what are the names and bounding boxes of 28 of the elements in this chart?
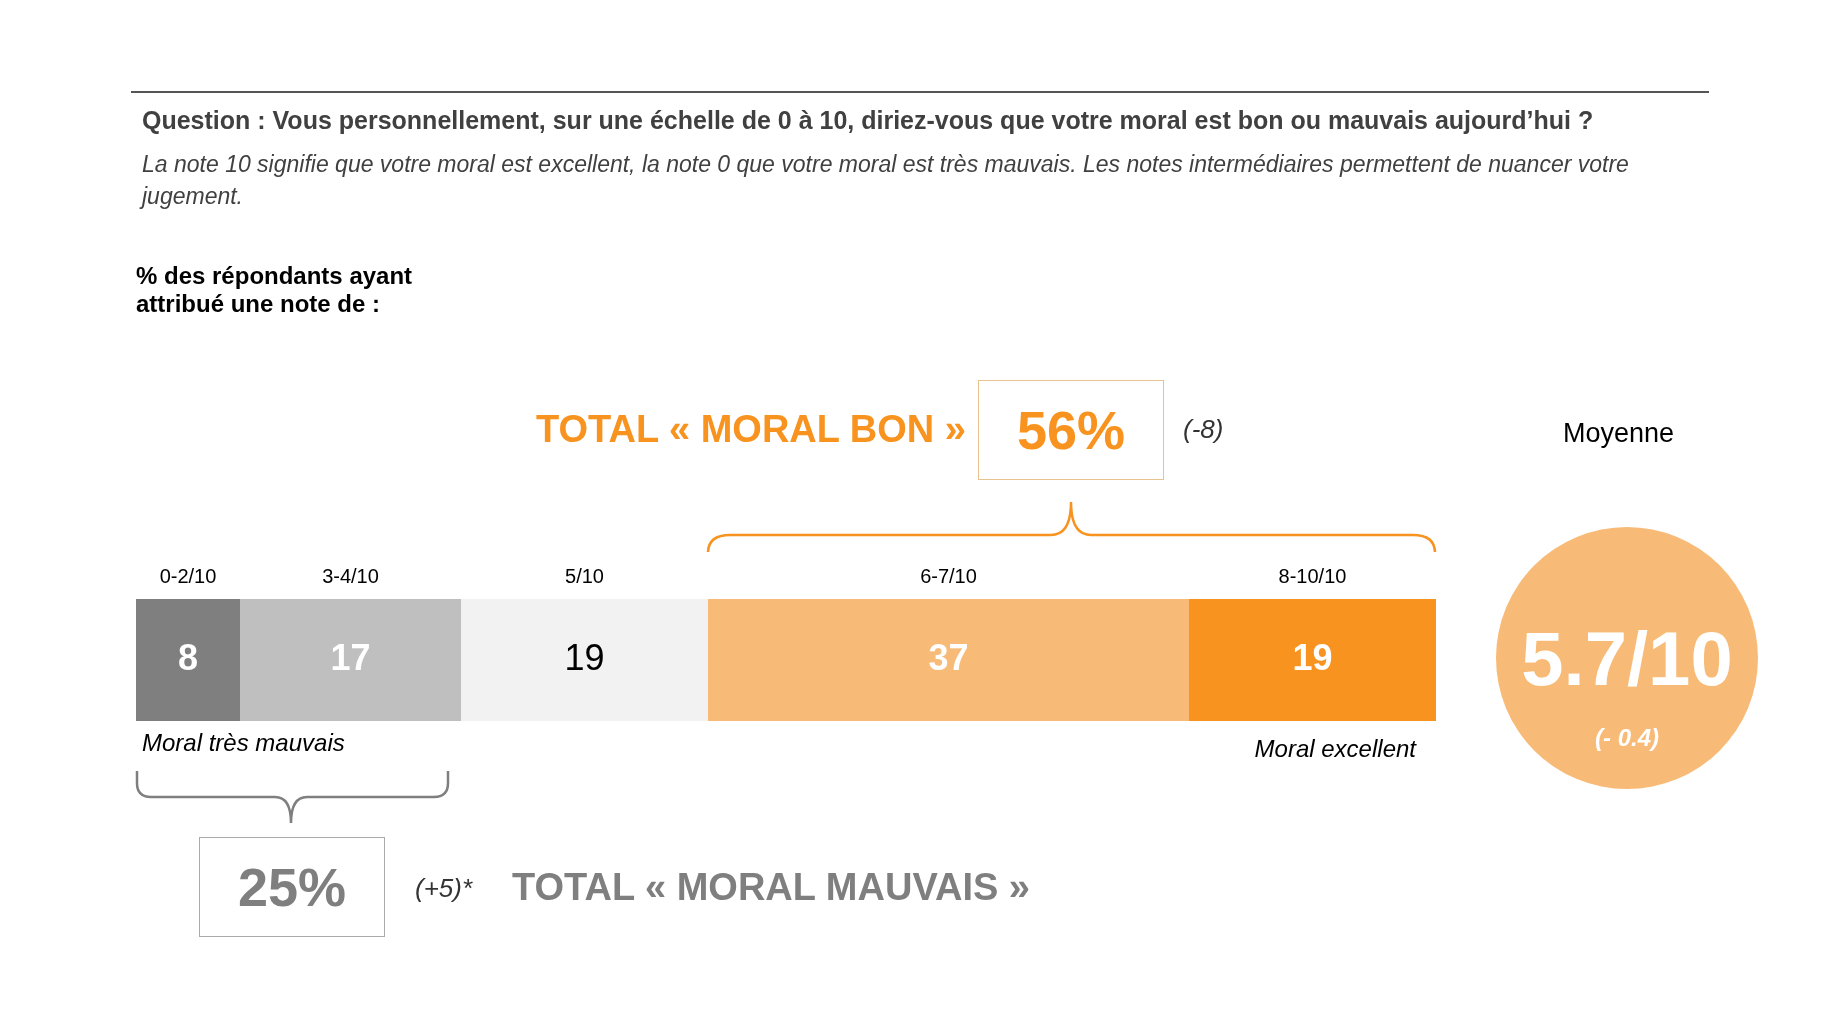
series-label: 3-4/10 [322,564,379,587]
text: (- 0.4) [1594,724,1660,752]
text: 56% [978,380,1164,480]
bar [461,599,708,721]
series-label: 5/10 [565,564,604,587]
text: % des répondants ayant attribué une note de : [136,262,414,318]
data-label: 19 [1292,636,1333,678]
series-label: 0-2/10 [159,564,217,587]
bar [1189,599,1436,721]
data-label: 19 [564,636,605,678]
text: (-8) [1183,414,1224,445]
data-label: 37 [928,636,969,678]
text: Moral très mauvais [142,729,345,757]
chart-title: Question : Vous personnellement, sur une échelle de 0 à 10, diriez-vous que votre moral est bon ou mauvais aujourd’hui ? [142,106,1594,135]
bar [136,599,240,721]
series-label: 8-10/10 [1278,564,1347,587]
text: TOTAL « MORAL BON » [535,408,966,451]
data-label: 8 [177,636,199,678]
bar [240,599,461,721]
series-label: 6-7/10 [920,564,977,587]
text: TOTAL « MORAL MAUVAIS » [512,866,1030,909]
text: Moyenne [1563,418,1675,449]
text: (+5)* [415,873,473,904]
text: 5.7/10 [1520,615,1734,702]
text: Moral excellent [1254,735,1416,763]
data-label: 17 [330,636,371,678]
bar [708,599,1189,721]
text: 25% [199,837,385,937]
